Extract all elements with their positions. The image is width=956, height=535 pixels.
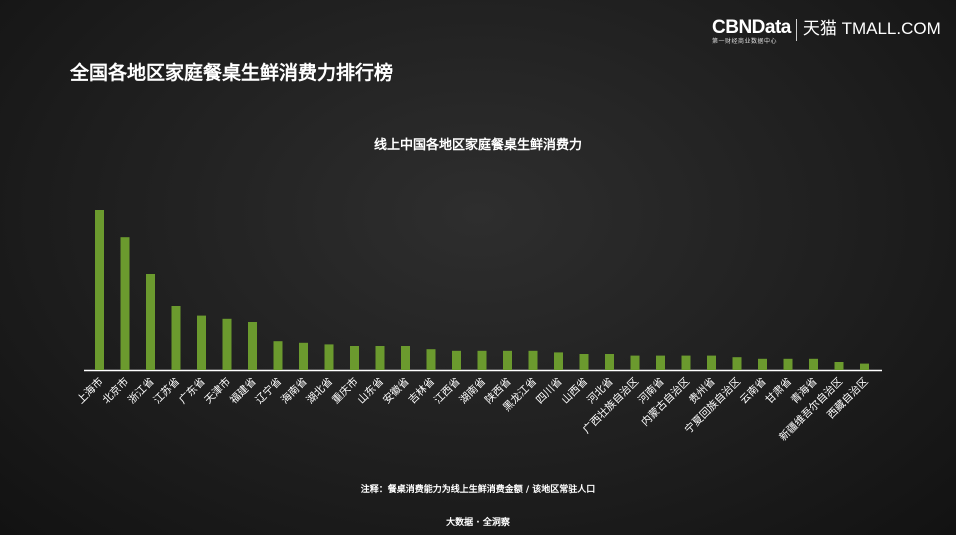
tmall-logo: 天猫 TMALL.COM — [802, 19, 941, 38]
chart-note: 注释：餐桌消费能力为线上生鲜消费金额 / 该地区常驻人口 — [360, 485, 596, 495]
bar-11 — [375, 346, 385, 370]
bar-19 — [579, 354, 589, 370]
bar-25 — [732, 357, 742, 370]
x-tick-label: 甘肃省 — [763, 375, 794, 406]
bar-9 — [324, 344, 334, 370]
bar-10 — [350, 346, 359, 370]
bar-28 — [809, 358, 818, 370]
bar-0 — [95, 210, 104, 370]
x-tick-label: 江西省 — [431, 375, 462, 406]
x-tick-label: 山东省 — [355, 375, 386, 406]
bar-17 — [528, 350, 538, 370]
bar-29 — [834, 362, 844, 370]
page-title: 全国各地区家庭餐桌生鲜消费力排行榜 — [70, 62, 394, 84]
logo-divider — [795, 19, 797, 41]
x-tick-label: 山西省 — [559, 375, 590, 406]
footer-slogan: 大数据 · 全洞察 — [446, 518, 510, 528]
bar-8 — [299, 342, 308, 370]
x-tick-label: 北京市 — [100, 375, 131, 406]
x-tick-label: 湖北省 — [304, 375, 335, 406]
x-tick-label: 重庆市 — [329, 375, 360, 406]
x-tick-label: 云南省 — [737, 375, 768, 406]
x-tick-label: 湖南省 — [457, 375, 488, 406]
bar-21 — [630, 355, 640, 370]
x-tick-label: 海南省 — [278, 375, 309, 406]
bar-30 — [860, 363, 869, 370]
bar-1 — [120, 237, 130, 370]
bar-24 — [707, 355, 716, 370]
cbndata-logo: CBNData 第一财经商业数据中心 天猫 TMALL.COM — [712, 18, 941, 50]
bar-6 — [248, 322, 257, 370]
bar-12 — [401, 346, 410, 370]
x-tick-label: 上海市 — [74, 375, 105, 406]
x-tick-label: 辽宁省 — [253, 375, 284, 406]
cbndata-logo-text: CBNData — [712, 17, 791, 38]
bar-26 — [758, 358, 767, 370]
bar-5 — [222, 318, 232, 370]
bar-4 — [197, 315, 206, 370]
bar-2 — [146, 274, 155, 370]
x-tick-label: 安徽省 — [380, 375, 411, 406]
x-tick-label: 福建省 — [227, 375, 258, 406]
chart-title: 线上中国各地区家庭餐桌生鲜消费力 — [373, 138, 582, 153]
bar-23 — [681, 355, 691, 370]
bar-20 — [605, 354, 614, 370]
x-tick-label: 天津市 — [202, 375, 233, 406]
bar-18 — [554, 352, 563, 370]
x-tick-label: 浙江省 — [125, 375, 156, 406]
cbndata-logo-subtext: 第一财经商业数据中心 — [712, 38, 778, 45]
bar-16 — [503, 350, 512, 370]
bar-15 — [477, 350, 487, 370]
x-tick-label: 江苏省 — [151, 375, 182, 406]
x-tick-label: 广东省 — [176, 375, 207, 406]
x-tick-label: 四川省 — [533, 375, 564, 406]
x-tick-label: 吉林省 — [406, 375, 437, 406]
bar-13 — [426, 349, 436, 370]
bar-22 — [656, 355, 665, 370]
bar-3 — [171, 306, 181, 370]
bar-14 — [452, 350, 461, 370]
bar-7 — [273, 341, 283, 370]
bar-27 — [783, 358, 793, 370]
